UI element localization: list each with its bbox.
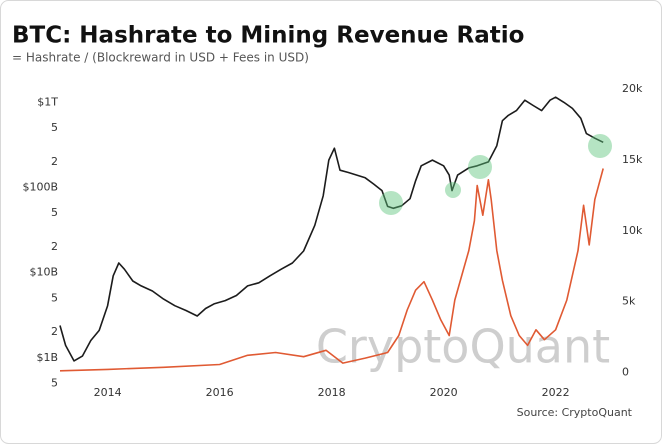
x-tick-label: 2016: [206, 386, 234, 399]
y-tick-label: 5: [51, 121, 58, 134]
source: Source: CryptoQuant: [517, 406, 633, 419]
y-tick-label: 2: [51, 240, 58, 253]
y2-tick-label: 15k: [622, 153, 643, 166]
y-tick-label: 5: [51, 376, 58, 389]
x-tick-label: 2014: [94, 386, 122, 399]
y-tick-label: 5: [51, 206, 58, 219]
y2-tick-label: 5k: [622, 295, 636, 308]
y-tick-label: $1T: [37, 95, 58, 108]
x-tick-label: 2020: [430, 386, 458, 399]
y-tick-label: 2: [51, 325, 58, 338]
chart-title: BTC: Hashrate to Mining Revenue Ratio: [12, 23, 524, 49]
plot: 5 $1B 2 5 $10B 2 5 $100B 2 5 $1T 0 5k 10k 15k 20k 2014 20…: [22, 82, 643, 399]
y-tick-label: $100B: [22, 181, 58, 194]
y-tick-label: 2: [51, 155, 58, 168]
highlight: [379, 191, 403, 215]
y2-tick-label: 20k: [622, 82, 643, 95]
chart-subtitle: = Hashrate / (Blockreward in USD + Fees …: [12, 51, 309, 65]
y-tick-label: $10B: [29, 266, 58, 279]
watermark: CryptoQuant: [316, 320, 610, 374]
highlight: [468, 155, 492, 179]
highlight: [445, 182, 461, 198]
y2-tick-label: 0: [622, 365, 629, 378]
series-line: [59, 96, 604, 362]
series-line: [59, 168, 604, 372]
highlights: [379, 134, 612, 215]
y-tick-label: 5: [51, 291, 58, 304]
y2-tick-label: 10k: [622, 224, 643, 237]
y-tick-label: $1B: [36, 351, 58, 364]
x-tick-label: 2018: [318, 386, 346, 399]
highlight: [588, 134, 612, 158]
x-tick-label: 2022: [542, 386, 570, 399]
